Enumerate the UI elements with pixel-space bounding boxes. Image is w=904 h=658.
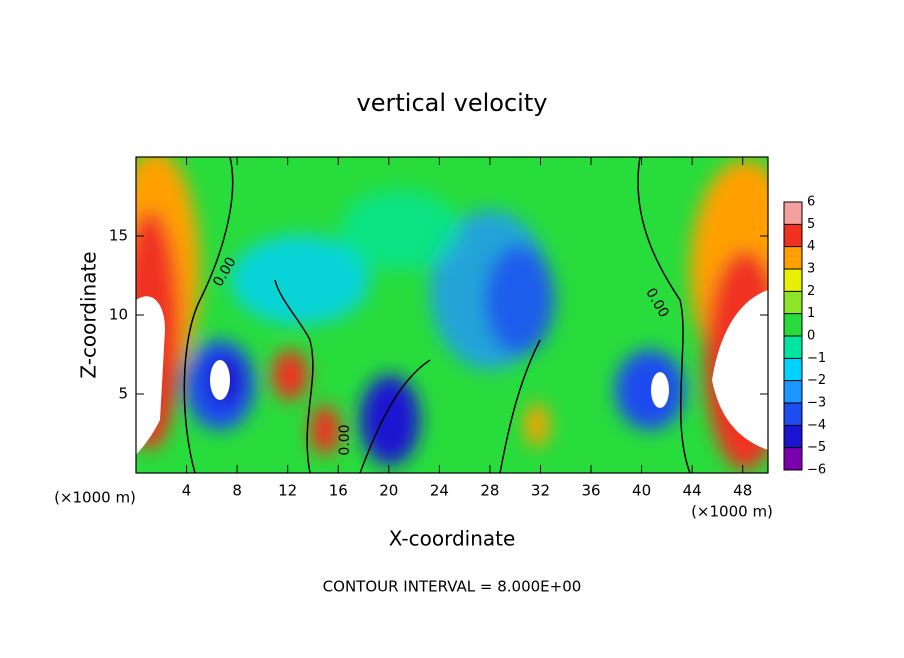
colorbar-tick-label: −4	[807, 418, 826, 433]
colorbar-swatch	[784, 358, 802, 381]
x-tick-label: 28	[480, 482, 499, 500]
x-tick-label: 24	[430, 482, 449, 500]
x-tick-label: 4	[182, 482, 192, 500]
x-unit: (×1000 m)	[54, 489, 136, 507]
x-tick-label: 12	[278, 482, 297, 500]
x-axis-label: X-coordinate	[389, 527, 516, 551]
x-tick-label: 44	[683, 482, 702, 500]
chart-title: vertical velocity	[357, 89, 548, 117]
footer: CONTOUR INTERVAL = 8.000E+00	[323, 578, 582, 596]
x-tick-label: 16	[329, 482, 348, 500]
x-tick-label: 36	[581, 482, 600, 500]
x-tick-label: 48	[733, 482, 752, 500]
x-tick-label: 32	[531, 482, 550, 500]
colorbar-tick-label: 1	[807, 306, 815, 321]
y-tick-label: 10	[109, 306, 128, 324]
colorbar-swatch	[784, 447, 802, 470]
colorbar-tick-label: −2	[807, 373, 826, 388]
colorbar-swatch	[784, 425, 802, 448]
colorbar-tick-label: 2	[807, 284, 815, 299]
colorbar-swatch	[784, 224, 802, 247]
y-tick-label: 15	[109, 227, 128, 245]
colorbar-tick-label: 4	[807, 239, 815, 254]
x-tick-label: 8	[232, 482, 242, 500]
colorbar-tick-label: −3	[807, 396, 826, 411]
colorbar-swatch	[784, 291, 802, 314]
x-unit: (×1000 m)	[691, 503, 773, 521]
colorbar-tick-label: −1	[807, 351, 826, 366]
colorbar-tick-label: 0	[807, 329, 815, 344]
y-axis-label: Z-coordinate	[77, 251, 101, 378]
colorbar-swatch	[784, 202, 802, 225]
y-tick-label: 5	[118, 385, 128, 403]
x-tick-label: 20	[379, 482, 398, 500]
colorbar-tick-label: 3	[807, 262, 815, 277]
x-tick-label: 40	[632, 482, 651, 500]
colorbar-tick-label: 5	[807, 217, 815, 232]
colorbar-swatch	[784, 336, 802, 359]
field	[136, 157, 768, 473]
colorbar-swatch	[784, 313, 802, 336]
contour-label: 0.00	[337, 424, 353, 455]
colorbar-swatch	[784, 269, 802, 292]
colorbar-tick-label: −5	[807, 440, 826, 455]
colorbar-swatch	[784, 246, 802, 269]
colorbar-swatch	[784, 380, 802, 403]
colorbar-tick-label: 6	[807, 195, 815, 210]
colorbar-swatch	[784, 403, 802, 426]
colorbar-tick-label: −6	[807, 463, 826, 478]
